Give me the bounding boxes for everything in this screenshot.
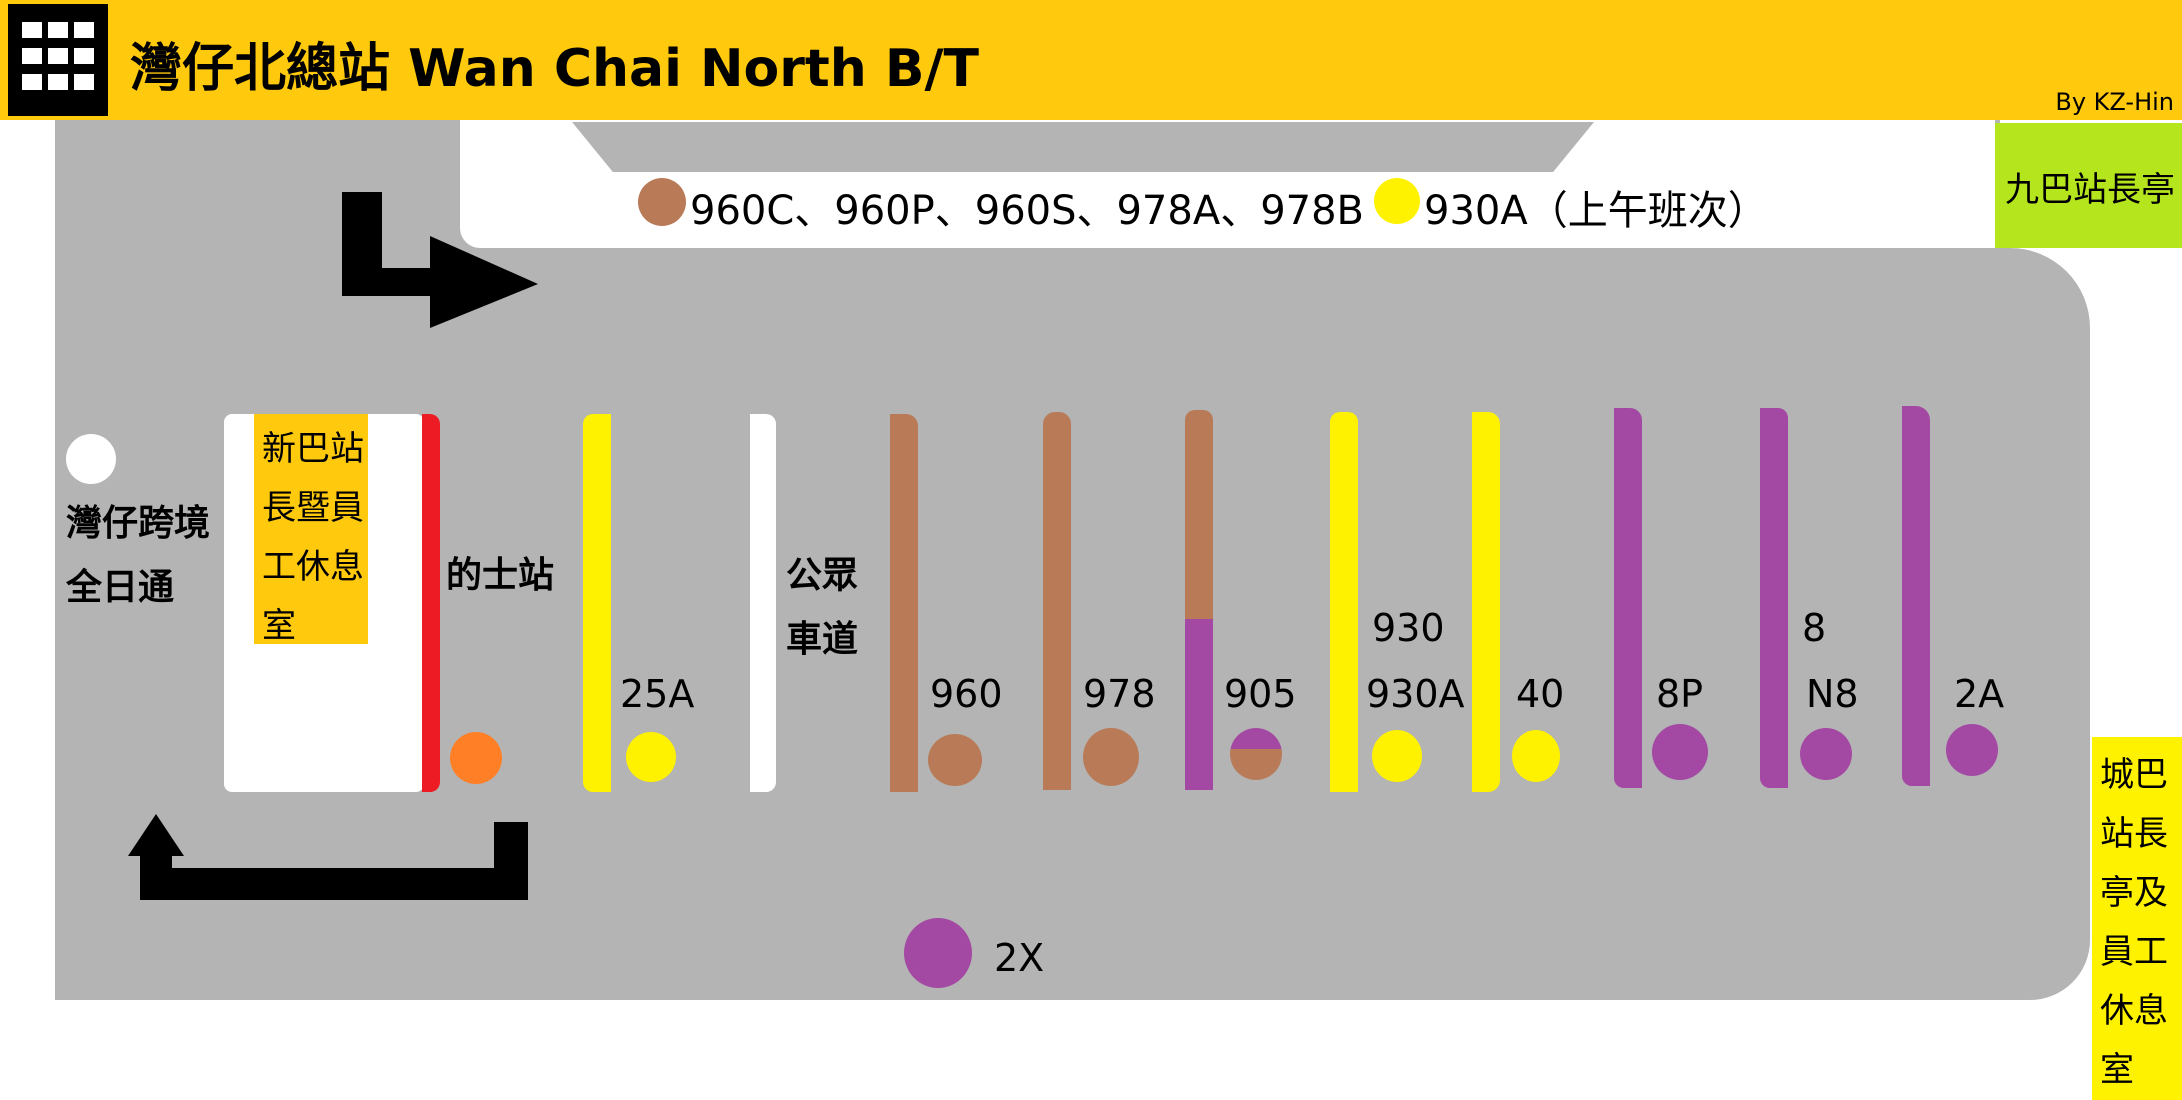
bay-25a-label: 25A [620, 672, 695, 716]
cross-border-label: 灣仔跨境全日通 [66, 503, 211, 608]
bay-8-label: 8 [1802, 606, 1827, 650]
building-icon [8, 4, 108, 116]
ctb-kiosk-label: 城巴站長亭及員工休息室 [2100, 755, 2168, 1090]
pmb-lane-label-2: 車道 [786, 619, 859, 660]
top-platform-shelter [572, 122, 1594, 172]
taxi-stand-label: 的士站 [446, 555, 555, 596]
bay-40-kerb [1472, 412, 1500, 792]
bay-n8-label: N8 [1806, 672, 1859, 716]
bay-25a-kerb [583, 414, 611, 792]
top-platform-routes-2: 930A（上午班次） [1424, 188, 1768, 234]
bay-2a-label: 2A [1954, 672, 2005, 716]
bay-960-kerb [890, 414, 918, 792]
bay-2a-kerb [1902, 406, 1930, 786]
turn-right-arrow-icon [342, 192, 538, 328]
route-960-dot [928, 734, 982, 786]
route-2x-label: 2X [994, 936, 1045, 980]
bay-930-kerb [1330, 412, 1358, 792]
bay-905-kerb [1185, 410, 1213, 790]
taxi-orange-dot [450, 732, 502, 784]
route-930a-dot [1372, 730, 1422, 782]
route-40-dot [1512, 730, 1560, 782]
road-main [460, 248, 2090, 1000]
page-title: 灣仔北總站 Wan Chai North B/T [130, 39, 979, 99]
bay-978-label: 978 [1083, 672, 1156, 716]
header-bar [0, 0, 1835, 120]
route-8p-dot [1652, 724, 1708, 780]
bay-8p-label: 8P [1656, 672, 1704, 716]
header-bar-extension [1835, 0, 2182, 120]
bay-930a-label: 930A [1366, 672, 1465, 716]
route-2x-dot [904, 918, 972, 988]
route-n8-dot [1800, 728, 1852, 780]
kmb-kiosk [1995, 123, 2182, 248]
ctb-kiosk [2092, 737, 2182, 1100]
bay-905-label: 905 [1224, 672, 1297, 716]
bay-8p-kerb [1614, 408, 1642, 788]
route-905-dot [1230, 728, 1282, 780]
bay-930-label: 930 [1372, 606, 1445, 650]
brown-route-dot [638, 178, 686, 226]
bay-960-label: 960 [930, 672, 1003, 716]
bay-40-label: 40 [1516, 672, 1565, 716]
route-2a-dot [1946, 724, 1998, 776]
route-25a-dot [626, 732, 676, 782]
bay-n8-kerb [1760, 408, 1788, 788]
author-credit: By KZ-Hin [2055, 88, 2174, 116]
bay-978-kerb [1043, 412, 1071, 790]
nwfb-rest-room-label: 新巴站長暨員工休息室 [262, 429, 364, 646]
pmb-lane-island [750, 414, 776, 792]
taxi-kerb-red [422, 414, 440, 792]
nwfb-rest-room [254, 414, 368, 644]
kmb-kiosk-label: 九巴站長亭 [2005, 170, 2175, 210]
pmb-lane-label-1: 公眾 [786, 555, 859, 596]
route-978-dot [1083, 728, 1139, 786]
top-platform-routes: 960C、960P、960S、978A、978B [690, 188, 1364, 234]
yellow-route-dot [1374, 178, 1420, 224]
white-stop-dot [66, 434, 116, 484]
turn-up-arrow-icon [128, 814, 528, 900]
